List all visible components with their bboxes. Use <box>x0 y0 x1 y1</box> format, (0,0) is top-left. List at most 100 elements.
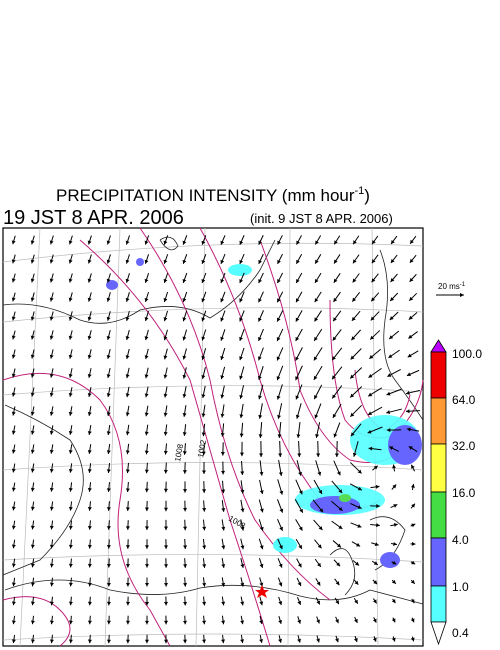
wind-arrowhead <box>278 582 283 587</box>
wind-arrowhead <box>277 434 282 438</box>
wind-arrowhead <box>368 373 373 378</box>
wind-arrowhead <box>106 545 111 549</box>
wind-arrowhead <box>201 298 206 303</box>
wind-arrowhead <box>144 259 149 264</box>
wind-arrowhead <box>182 470 187 474</box>
wind-arrowhead <box>125 393 130 398</box>
wind-arrowhead <box>202 620 207 625</box>
wind-arrowhead <box>391 579 396 584</box>
wind-arrowhead <box>239 356 243 361</box>
wind-arrowhead <box>30 525 35 530</box>
wind-arrowhead <box>239 414 244 419</box>
wind-arrowhead <box>30 392 35 397</box>
wind-arrowhead <box>316 453 321 457</box>
wind-arrowhead <box>163 336 168 341</box>
wind-arrowhead <box>337 543 342 548</box>
wind-arrowhead <box>144 488 149 493</box>
wind-arrowhead <box>30 449 35 454</box>
wind-arrowhead <box>106 488 111 492</box>
wind-arrowhead <box>277 298 281 303</box>
wind-arrowhead <box>164 583 169 587</box>
wind-arrowhead <box>278 563 283 568</box>
wind-arrowhead <box>411 541 416 546</box>
wind-arrowhead <box>370 335 375 340</box>
wind-arrowhead <box>392 484 397 489</box>
wind-arrowhead <box>338 525 343 529</box>
wind-arrowhead <box>87 373 92 378</box>
wind-arrowhead <box>313 356 318 361</box>
wind-arrowhead <box>338 506 343 511</box>
wind-arrowhead <box>125 526 130 530</box>
wind-arrowhead <box>313 375 318 380</box>
wind-arrowhead <box>49 259 54 264</box>
wind-vectors <box>11 235 421 644</box>
wind-arrowhead <box>411 503 415 508</box>
wind-arrowhead <box>410 618 415 623</box>
wind-arrowhead <box>106 393 111 397</box>
wind-arrowhead <box>220 259 225 264</box>
wind-arrowhead <box>106 316 111 321</box>
wind-arrowhead <box>221 639 226 644</box>
wind-arrowhead <box>125 316 130 321</box>
wind-arrowhead <box>163 412 168 417</box>
wind-arrowhead <box>164 564 169 568</box>
wind-arrowhead <box>239 433 244 438</box>
wind-arrowhead <box>144 564 149 568</box>
wind-arrowhead <box>406 372 411 377</box>
wind-arrowhead <box>279 545 283 550</box>
wind-arrowhead <box>220 279 225 284</box>
wind-arrowhead <box>352 297 357 302</box>
wind-arrowhead <box>357 469 362 474</box>
wind-arrowhead <box>182 317 187 322</box>
wind-arrowhead <box>410 239 414 244</box>
wind-arrowhead <box>11 620 16 625</box>
wind-arrowhead <box>296 278 300 283</box>
wind-arrowhead <box>410 484 415 488</box>
wind-arrowhead <box>357 505 362 509</box>
wind-arrowhead <box>163 240 168 245</box>
wind-arrowhead <box>144 336 149 341</box>
wind-arrowhead <box>144 469 149 474</box>
wind-arrowhead <box>144 545 149 549</box>
wind-arrowhead <box>392 464 396 469</box>
wind-arrowhead <box>298 490 303 495</box>
wind-arrowhead <box>314 317 319 322</box>
wind-arrowhead <box>371 297 376 302</box>
wind-arrowhead <box>220 413 225 418</box>
wind-arrowhead <box>297 582 302 587</box>
wind-arrowhead <box>144 317 149 321</box>
wind-arrowhead <box>259 620 264 625</box>
wind-arrowhead <box>125 297 130 302</box>
wind-arrowhead <box>68 259 73 264</box>
wind-arrowhead <box>350 355 355 360</box>
wind-arrowhead <box>220 298 225 303</box>
wind-arrowhead <box>87 259 92 264</box>
wind-arrowhead <box>11 259 16 264</box>
wind-arrowhead <box>11 297 16 302</box>
wind-arrowhead <box>68 525 73 530</box>
wind-arrowhead <box>163 431 168 436</box>
wind-arrowhead <box>87 278 92 283</box>
wind-arrowhead <box>258 336 262 341</box>
wind-arrowhead <box>220 240 225 245</box>
wind-arrowhead <box>30 544 35 549</box>
wind-arrowhead <box>276 395 281 400</box>
wind-arrowhead <box>125 412 130 417</box>
wind-arrowhead <box>220 375 225 380</box>
wind-arrowhead <box>239 375 244 380</box>
wind-arrowhead <box>277 240 281 245</box>
wind-arrowhead <box>220 317 225 322</box>
wind-arrowhead <box>314 278 319 283</box>
precipitation <box>106 258 422 568</box>
wind-arrowhead <box>240 601 245 606</box>
wind-arrowhead <box>386 428 391 433</box>
wind-arrowhead <box>30 506 35 511</box>
wind-arrowhead <box>11 411 16 416</box>
wind-arrowhead <box>375 484 380 489</box>
wind-arrowhead <box>239 298 243 303</box>
wind-arrowhead <box>68 297 73 302</box>
wind-arrowhead <box>144 639 149 644</box>
wind-arrowhead <box>182 489 187 493</box>
wind-arrowhead <box>278 601 283 606</box>
wind-arrowhead <box>68 468 73 473</box>
